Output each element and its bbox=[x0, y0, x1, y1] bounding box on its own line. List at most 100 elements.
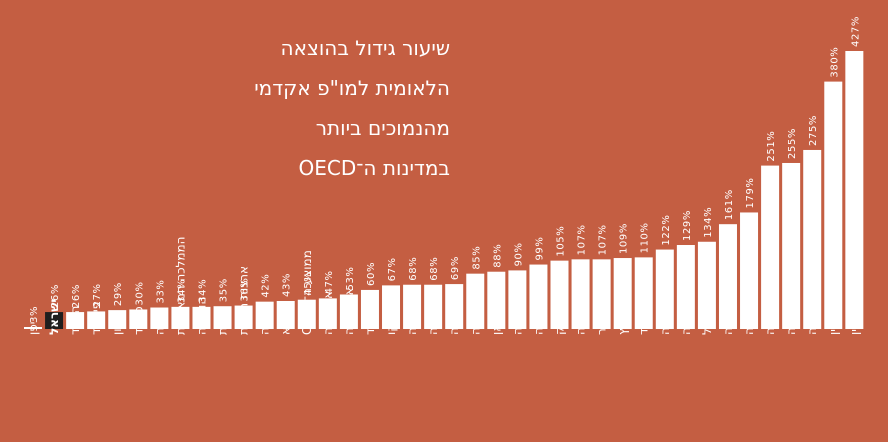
bar bbox=[339, 294, 358, 329]
category-label: פולין bbox=[826, 311, 840, 335]
category-label: קוריאה bbox=[721, 298, 735, 335]
category-label: בלגיה bbox=[405, 306, 419, 335]
category-label: ממוצע ה־OECD bbox=[300, 250, 314, 335]
category-label: ספרד bbox=[131, 306, 145, 335]
chart-title-line: שיעור גידול בהוצאה bbox=[280, 36, 450, 60]
bar-value-label: 34% bbox=[176, 279, 187, 303]
bar-value-label: 26% bbox=[50, 284, 61, 308]
bar bbox=[613, 258, 632, 329]
bar bbox=[571, 259, 590, 329]
bar bbox=[108, 310, 127, 329]
bar-value-label: 29% bbox=[113, 282, 124, 306]
category-label: פורטוגל bbox=[700, 295, 714, 335]
chart-title-line: במדינות ה־OECD bbox=[298, 156, 450, 180]
bar bbox=[66, 312, 85, 329]
category-label: סינגפור bbox=[595, 297, 609, 335]
bar bbox=[87, 311, 106, 329]
category-label-highlighted: ישראל bbox=[47, 299, 61, 335]
bar-value-label: 109% bbox=[619, 223, 630, 254]
bar-highlighted bbox=[45, 312, 64, 329]
category-label: גרמניה bbox=[447, 300, 461, 335]
bar bbox=[213, 306, 232, 329]
bar-value-label: 3% bbox=[29, 306, 40, 323]
bar-value-label: 99% bbox=[534, 237, 545, 261]
category-label: יוון bbox=[110, 323, 124, 336]
bar bbox=[634, 257, 653, 329]
bar bbox=[150, 307, 169, 329]
bar bbox=[234, 305, 253, 329]
bar-value-label: 255% bbox=[787, 128, 798, 159]
bar-value-label: 380% bbox=[829, 47, 840, 78]
bar-value-label: 45% bbox=[303, 272, 314, 296]
bar-value-label: 129% bbox=[682, 210, 693, 241]
bar-value-label: 107% bbox=[577, 224, 588, 255]
bar bbox=[487, 271, 506, 329]
bar-value-label: 275% bbox=[808, 115, 819, 146]
bar bbox=[297, 299, 316, 329]
bar bbox=[424, 284, 443, 329]
category-label: סלובקיה bbox=[784, 291, 798, 335]
bar-value-label: 251% bbox=[766, 131, 777, 162]
category-label: צרפת bbox=[216, 306, 230, 335]
category-label: נורווגיה bbox=[574, 298, 588, 335]
bar bbox=[761, 165, 780, 329]
bar bbox=[740, 212, 759, 329]
category-label: פינלנד bbox=[89, 302, 103, 335]
bar-value-label: 427% bbox=[850, 16, 861, 47]
bar-value-label: 107% bbox=[598, 224, 609, 255]
bar-value-label: 47% bbox=[324, 270, 335, 294]
category-label: ארגנטינה bbox=[342, 287, 356, 335]
bar bbox=[845, 51, 864, 329]
bar-value-label: 43% bbox=[282, 273, 293, 297]
bar bbox=[676, 245, 695, 329]
bar-value-label: 68% bbox=[408, 257, 419, 281]
bar-value-label: 88% bbox=[492, 244, 503, 268]
bar bbox=[318, 298, 337, 329]
bar-value-label: 69% bbox=[450, 256, 461, 280]
bar-value-label: 60% bbox=[366, 262, 377, 286]
category-label: אירלנד bbox=[363, 299, 377, 335]
bar bbox=[129, 309, 148, 329]
bar bbox=[718, 224, 737, 329]
bar bbox=[803, 149, 822, 329]
category-label: סין bbox=[847, 321, 861, 335]
category-label: מקסיקו bbox=[384, 296, 398, 335]
category-label: קנדה bbox=[152, 307, 166, 335]
bar-value-label: 30% bbox=[134, 281, 145, 305]
category-label: קולומביה bbox=[426, 288, 440, 335]
category-label: לטביה bbox=[763, 303, 777, 335]
bar-value-label: 122% bbox=[661, 215, 672, 246]
category-label: תאילנד bbox=[637, 298, 651, 335]
bars-layer bbox=[24, 51, 864, 329]
category-label: הולנד bbox=[68, 306, 82, 335]
category-label: ליטא bbox=[279, 310, 293, 335]
category-label: הממלכה המאוחדת bbox=[173, 236, 187, 335]
bar bbox=[655, 249, 674, 329]
bar bbox=[276, 301, 295, 329]
category-label: טייוואן bbox=[489, 304, 503, 335]
bar bbox=[529, 264, 548, 329]
category-label: שוויץ bbox=[616, 311, 630, 335]
chart-title-line: הלאומית למו"פ אקדמי bbox=[254, 76, 450, 100]
bar-value-label: 33% bbox=[155, 279, 166, 303]
bar-value-label: 134% bbox=[703, 207, 714, 238]
bar-value-label: 34% bbox=[197, 279, 208, 303]
bar bbox=[192, 306, 211, 329]
category-label: סלובניה bbox=[468, 295, 482, 335]
category-label: אוסטריה bbox=[321, 291, 335, 335]
category-label: דרום אפריקה bbox=[679, 265, 693, 335]
category-labels-layer: יפן ישראל הולנד פינלנד יוון ספרד קנדה הממלכה המ… bbox=[26, 236, 861, 335]
value-labels-layer: 3% 26% 26% 27% 29% 30% 33% 34% 34% 35% 36% 42% 43% 45… bbox=[29, 16, 861, 323]
category-label: ארצות הברית bbox=[237, 266, 251, 335]
bar bbox=[445, 284, 464, 329]
bar-value-label: 105% bbox=[556, 226, 567, 257]
bar-value-label: 67% bbox=[387, 257, 398, 281]
bar bbox=[824, 81, 843, 329]
category-label: יפן bbox=[26, 322, 40, 335]
bar-value-label: 27% bbox=[92, 283, 103, 307]
bar-value-label: 179% bbox=[745, 177, 756, 208]
bar-value-label: 42% bbox=[261, 274, 272, 298]
bar bbox=[550, 260, 569, 329]
category-label: רוסיה bbox=[742, 307, 756, 335]
